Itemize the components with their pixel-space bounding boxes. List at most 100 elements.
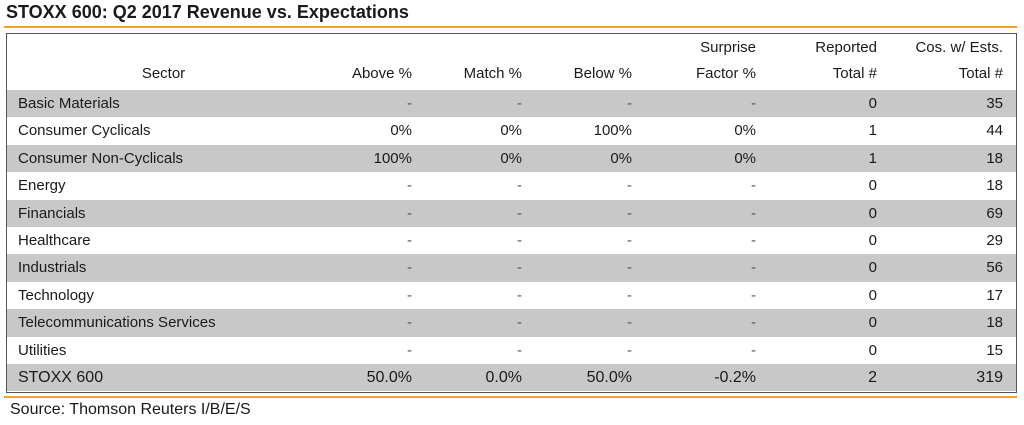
header-match: Match % — [463, 65, 522, 82]
cell-cos: 18 — [986, 177, 1003, 195]
cell-below: - — [534, 199, 644, 228]
cell-reported: 1 — [768, 144, 890, 173]
cell-sector: Telecommunications Services — [7, 309, 310, 337]
cell-above: - — [407, 341, 412, 359]
cell-reported: 0 — [768, 90, 890, 118]
table-row: Healthcare - - - - 0 29 — [7, 227, 1016, 254]
cell-reported: 0 — [768, 309, 890, 337]
header-surprise-factor: Surprise Factor % — [644, 34, 768, 90]
table-row: Consumer Non-Cyclicals 100% 0% 0% 0% 1 1… — [7, 144, 1016, 173]
table-row: Industrials - - - - 0 56 — [7, 254, 1016, 282]
cell-sector: Utilities — [18, 341, 67, 359]
cell-below: - — [534, 309, 644, 337]
cell-above: - — [310, 199, 424, 228]
cell-above: 0% — [390, 122, 412, 140]
cell-above: - — [407, 177, 412, 195]
total-match: 0.0% — [424, 364, 534, 392]
table-row: Telecommunications Services - - - - 0 18 — [7, 309, 1016, 337]
page-title: STOXX 600: Q2 2017 Revenue vs. Expectati… — [6, 2, 409, 22]
cell-reported: 0 — [868, 232, 877, 250]
cell-match: - — [517, 177, 522, 195]
total-surprise: -0.2% — [644, 364, 768, 392]
header-reported-total: Reported Total # — [768, 34, 890, 90]
cell-surprise: - — [751, 232, 756, 250]
cell-surprise: - — [751, 177, 756, 195]
cell-reported: 1 — [868, 122, 877, 140]
total-sector: STOXX 600 — [7, 364, 310, 392]
cell-surprise: - — [644, 254, 768, 282]
cell-below: 100% — [593, 122, 632, 140]
cell-above: - — [310, 90, 424, 118]
header-cos-line2: Total # — [958, 65, 1003, 82]
table-row: Technology - - - - 0 17 — [7, 282, 1016, 309]
cell-match: - — [424, 254, 534, 282]
cell-above: - — [310, 309, 424, 337]
cell-below: - — [534, 90, 644, 118]
header-reported-line1: Reported — [815, 39, 877, 56]
cell-sector: Technology — [18, 286, 94, 304]
cell-above: 100% — [310, 144, 424, 173]
table-row: Basic Materials - - - - 0 35 — [7, 90, 1016, 118]
cell-surprise: 0% — [644, 144, 768, 173]
cell-below: - — [534, 254, 644, 282]
cell-below: - — [627, 177, 632, 195]
total-below: 50.0% — [534, 364, 644, 392]
cell-above: - — [407, 286, 412, 304]
header-reported-line2: Total # — [832, 65, 877, 82]
table-header-row: Sector Above % Match % Below % Surprise F… — [7, 34, 1016, 90]
cell-reported: 0 — [868, 286, 877, 304]
cell-match: - — [424, 309, 534, 337]
header-cos-with-ests: Cos. w/ Ests. Total # — [890, 34, 1016, 90]
cell-surprise: - — [644, 309, 768, 337]
cell-surprise: - — [644, 199, 768, 228]
total-cos: 319 — [890, 364, 1016, 392]
header-sector: Sector — [141, 65, 186, 82]
cell-below: - — [627, 341, 632, 359]
cell-surprise: 0% — [734, 122, 756, 140]
table-row: Utilities - - - - 0 15 — [7, 337, 1016, 364]
revenue-table: Sector Above % Match % Below % Surprise F… — [7, 34, 1016, 392]
source-note: Source: Thomson Reuters I/B/E/S — [10, 401, 251, 418]
cell-below: - — [627, 286, 632, 304]
cell-surprise: - — [644, 90, 768, 118]
cell-sector: Financials — [7, 199, 310, 228]
table-total-row: STOXX 600 50.0% 0.0% 50.0% -0.2% 2 319 — [7, 364, 1016, 392]
cell-cos: 15 — [986, 341, 1003, 359]
cell-sector: Consumer Non-Cyclicals — [7, 144, 310, 173]
total-above: 50.0% — [310, 364, 424, 392]
header-below: Below % — [573, 65, 632, 82]
cell-cos: 18 — [890, 309, 1016, 337]
cell-reported: 0 — [768, 254, 890, 282]
cell-cos: 35 — [890, 90, 1016, 118]
cell-match: - — [517, 286, 522, 304]
table-row: Energy - - - - 0 18 — [7, 172, 1016, 199]
cell-match: - — [424, 90, 534, 118]
cell-sector: Industrials — [7, 254, 310, 282]
cell-cos: 29 — [986, 232, 1003, 250]
cell-sector: Energy — [18, 177, 66, 195]
cell-match: - — [424, 199, 534, 228]
cell-below: - — [627, 232, 632, 250]
header-cos-line1: Cos. w/ Ests. — [915, 39, 1003, 56]
cell-below: 0% — [534, 144, 644, 173]
header-above: Above % — [351, 65, 412, 82]
cell-cos: 56 — [890, 254, 1016, 282]
cell-match: - — [517, 232, 522, 250]
cell-sector: Healthcare — [18, 232, 91, 250]
cell-cos: 69 — [890, 199, 1016, 228]
footer-divider — [4, 396, 1017, 398]
cell-sector: Basic Materials — [7, 90, 310, 118]
cell-cos: 17 — [986, 286, 1003, 304]
cell-match: 0% — [500, 122, 522, 140]
header-surprise-line1: Surprise — [700, 39, 756, 56]
cell-reported: 0 — [868, 341, 877, 359]
cell-reported: 0 — [868, 177, 877, 195]
title-divider — [4, 26, 1017, 28]
cell-surprise: - — [751, 286, 756, 304]
cell-above: - — [310, 254, 424, 282]
cell-surprise: - — [751, 341, 756, 359]
table-row: Financials - - - - 0 69 — [7, 199, 1016, 228]
cell-match: 0% — [424, 144, 534, 173]
cell-cos: 44 — [986, 122, 1003, 140]
revenue-table-container: Sector Above % Match % Below % Surprise F… — [6, 33, 1017, 393]
